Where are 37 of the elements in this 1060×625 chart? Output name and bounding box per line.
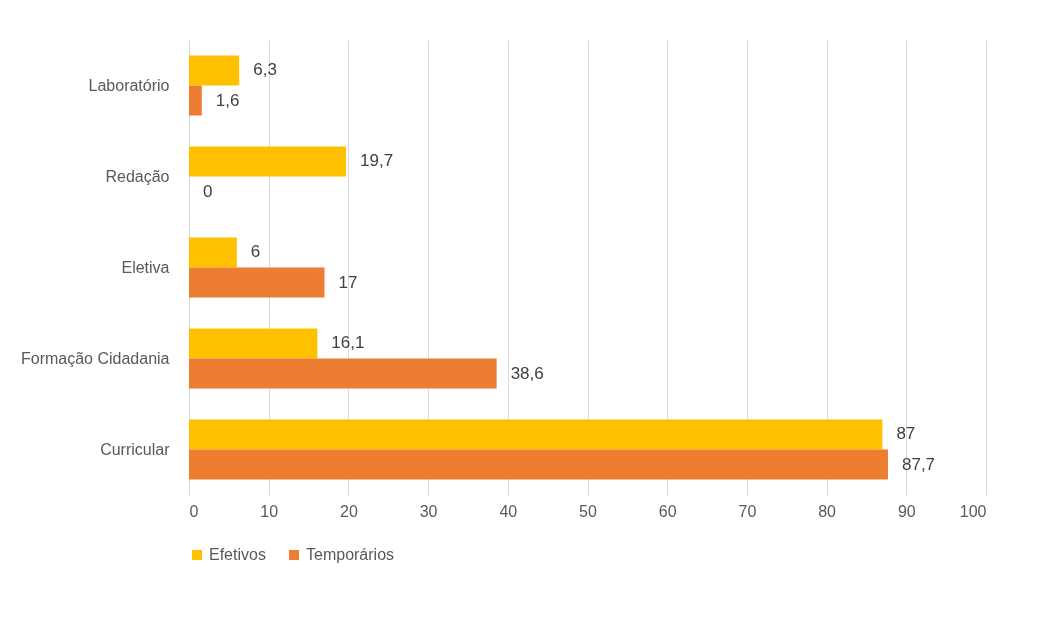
y-tick-label: Eletiva — [121, 258, 170, 276]
x-tick-label: 90 — [897, 502, 916, 520]
x-tick-label: 20 — [340, 502, 358, 520]
y-tick-label: Formação Cidadania — [20, 349, 170, 367]
data-label: 1,6 — [215, 90, 240, 110]
y-tick-label: Redação — [105, 167, 170, 185]
data-label: 0 — [203, 181, 213, 201]
y-tick-label: Curricular — [100, 440, 171, 458]
data-label: 6,3 — [253, 60, 277, 80]
x-tick-label: 30 — [419, 502, 438, 520]
data-label: 19,7 — [360, 151, 394, 171]
bar — [189, 358, 497, 389]
bar — [189, 419, 883, 450]
x-tick-label: 60 — [658, 502, 677, 520]
legend-label: Temporários — [306, 546, 395, 563]
bar — [189, 449, 888, 480]
x-tick-label: 40 — [499, 502, 518, 520]
data-label: 87,7 — [901, 454, 936, 474]
x-tick-label: 0 — [189, 502, 199, 520]
x-tick-label: 100 — [959, 502, 987, 520]
bar — [189, 85, 202, 116]
y-tick-label: Laboratório — [88, 76, 170, 94]
bar — [189, 237, 237, 268]
data-label: 6 — [250, 242, 261, 262]
data-label: 87 — [896, 424, 916, 444]
data-label: 17 — [338, 272, 358, 292]
legend-label: Efetivos — [209, 546, 266, 563]
data-label: 16,1 — [331, 333, 365, 353]
bar — [189, 55, 240, 86]
data-label: 38,6 — [510, 363, 544, 383]
x-tick-label: 10 — [260, 502, 279, 520]
bar — [189, 328, 318, 359]
bar — [189, 267, 325, 298]
x-tick-label: 70 — [738, 502, 757, 520]
x-tick-label: 50 — [579, 502, 597, 520]
bar — [189, 146, 347, 177]
x-tick-label: 80 — [818, 502, 837, 520]
